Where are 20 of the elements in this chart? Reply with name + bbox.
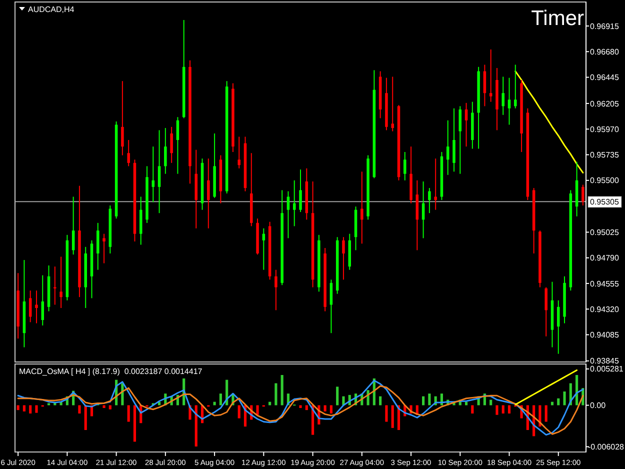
y-tick-label: 0.95025 xyxy=(590,228,620,237)
y-tick-label: 0.95500 xyxy=(590,176,620,186)
y-tick-label: 0.94555 xyxy=(590,279,620,288)
chart-title: MACD_OsMA [ H4 ] (8.17.9) 0.0023187 0.0014417 xyxy=(19,367,203,376)
y-tick-label: 0.96445 xyxy=(590,73,620,82)
y-tick-label: 0.94085 xyxy=(590,330,620,340)
y-tick-label: 0.94790 xyxy=(590,254,620,263)
chart-title: AUDCAD,H4 xyxy=(28,5,75,14)
y-tick-label: 0.93845 xyxy=(590,356,620,366)
y-tick-label: 0.00 xyxy=(590,401,606,410)
y-tick-label: 0.96205 xyxy=(590,99,620,108)
y-tick-label: 0.005281 xyxy=(590,364,624,374)
annotation: Timer xyxy=(531,7,584,30)
y-tick-label: 0.95735 xyxy=(590,150,620,160)
y-tick-label: 0.95970 xyxy=(590,124,620,134)
y-tick-label: 0.96680 xyxy=(590,47,620,56)
y-tick-label: 0.96915 xyxy=(590,22,620,31)
ref-line-label: 0.95305 xyxy=(590,197,620,206)
y-tick-label: -0.006028 xyxy=(588,442,625,452)
y-tick-label: 0.94320 xyxy=(590,304,620,314)
